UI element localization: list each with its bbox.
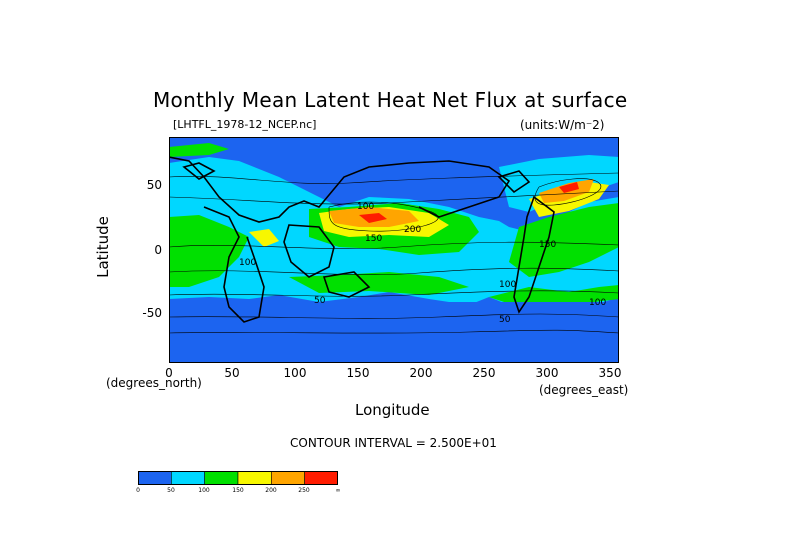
contour-label: 150 xyxy=(539,240,556,250)
colorbar-cell xyxy=(204,471,239,485)
contour-label: 100 xyxy=(589,298,606,308)
x-tick-label: 100 xyxy=(283,366,307,380)
y-tick-label: 0 xyxy=(154,243,162,257)
map-frame xyxy=(169,137,619,363)
colorbar-tick-label: 150 xyxy=(232,487,244,494)
band-100-150 xyxy=(169,143,619,307)
y-axis-label: Latitude xyxy=(93,216,112,278)
contour-label: 150 xyxy=(365,234,382,244)
colorbar-tick-label: ∞ xyxy=(335,487,341,494)
x-tick-label: 250 xyxy=(472,366,496,380)
x-unit-note: (degrees_east) xyxy=(539,383,629,397)
x-tick-label: 200 xyxy=(409,366,433,380)
contour-label: 50 xyxy=(499,315,511,325)
colorbar-cell xyxy=(138,471,172,485)
x-tick-label: 50 xyxy=(224,366,240,380)
x-tick-label: 150 xyxy=(346,366,370,380)
x-tick-label: 300 xyxy=(535,366,559,380)
arctic-zone xyxy=(169,137,619,143)
x-axis-label: Longitude xyxy=(355,401,430,419)
colorbar-tick-label: 200 xyxy=(265,487,277,494)
dataset-file-label: [LHTFL_1978-12_NCEP.nc] xyxy=(173,118,317,131)
continent-outlines xyxy=(169,156,555,323)
contour-lines xyxy=(169,172,619,334)
latent-heat-flux-map: 100 200 150 100 50 150 100 100 50 xyxy=(169,137,619,363)
colorbar-cell xyxy=(171,471,205,485)
colorbar-cell xyxy=(237,471,272,485)
band-250-plus xyxy=(359,182,579,223)
colorbar xyxy=(138,471,338,485)
contour-label: 50 xyxy=(314,296,326,306)
y-tick-label: -50 xyxy=(142,306,162,320)
colorbar-tick-label: 250 xyxy=(298,487,310,494)
y-unit-note: (degrees_north) xyxy=(106,376,202,390)
colorbar-cell xyxy=(304,471,338,485)
contour-label: 100 xyxy=(357,202,374,212)
map-title: Monthly Mean Latent Heat Net Flux at sur… xyxy=(153,88,628,112)
y-tick-label: 50 xyxy=(146,178,162,192)
contour-label: 100 xyxy=(239,258,256,268)
x-tick-label: 0 xyxy=(165,366,173,380)
x-tick-label: 350 xyxy=(598,366,622,380)
colorbar-cell xyxy=(271,471,305,485)
contour-label: 200 xyxy=(404,225,421,235)
colorbar-tick-label: 100 xyxy=(198,487,210,494)
units-label: (units:W/m⁻2) xyxy=(520,118,605,132)
colorbar-tick-label: 50 xyxy=(167,487,175,494)
contour-interval-text: CONTOUR INTERVAL = 2.500E+01 xyxy=(290,436,497,450)
colorbar-tick-label: 0 xyxy=(136,487,140,494)
contour-label: 100 xyxy=(499,280,516,290)
colorbar-frame xyxy=(138,471,338,485)
